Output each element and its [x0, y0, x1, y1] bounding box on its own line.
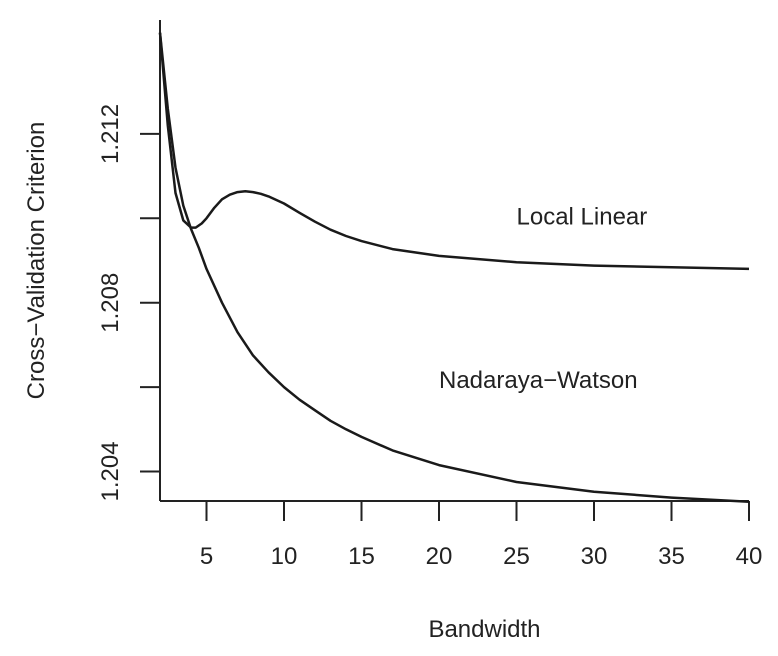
y-tick-label: 1.212 [97, 104, 124, 164]
series-layer [158, 32, 750, 504]
series-line-local-linear [158, 32, 750, 271]
x-tick-label: 10 [271, 543, 298, 570]
x-ticks: 5 10 15 20 25 30 35 40 [200, 501, 763, 570]
x-tick-label: 30 [581, 543, 608, 570]
x-tick-label: 15 [348, 543, 375, 570]
x-tick-label: 5 [200, 543, 213, 570]
x-axis-title: Bandwidth [428, 616, 540, 643]
x-tick-label: 20 [426, 543, 453, 570]
y-ticks: 1.204 1.208 1.212 [97, 104, 160, 501]
series-annotation: Local Linear [517, 204, 648, 231]
y-tick-label: 1.208 [97, 273, 124, 333]
y-axis-title: Cross−Validation Criterion [23, 122, 50, 400]
x-tick-label: 35 [658, 543, 685, 570]
x-tick-label: 40 [736, 543, 763, 570]
y-tick-label: 1.204 [97, 441, 124, 501]
annotation-layer: Local Linear Nadaraya−Watson [439, 204, 647, 394]
x-tick-label: 25 [503, 543, 530, 570]
axes-group: 5 10 15 20 25 30 35 40 1.204 1.208 1.212 [97, 20, 762, 570]
series-annotation: Nadaraya−Watson [439, 367, 638, 394]
series-line-nadaraya-watson [158, 32, 750, 504]
